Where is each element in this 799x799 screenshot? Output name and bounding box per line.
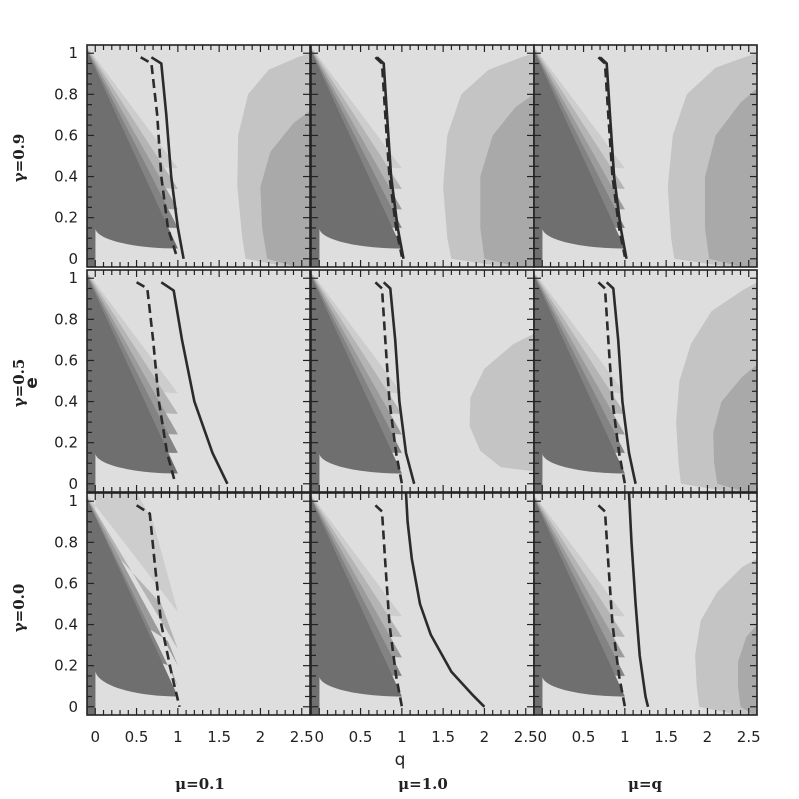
x-tick-label: 1.5 [431, 728, 455, 746]
x-tick-label: 1 [397, 728, 407, 746]
dashed-boundary-curve [140, 56, 178, 256]
y-tick-label: 0.8 [54, 310, 78, 328]
y-tick-label: 1 [68, 492, 78, 510]
contour-band-0 [311, 498, 402, 715]
x-tick-label: 1.5 [207, 728, 231, 746]
outer-core-region [480, 94, 534, 267]
solid-boundary-curve [376, 56, 405, 260]
y-tick-label: 0.4 [54, 168, 78, 186]
x-tick-label: 0 [90, 728, 100, 746]
panels-layer [86, 44, 758, 716]
panel-ticks [87, 493, 311, 715]
contour-band-4 [87, 493, 178, 715]
labels-layer: 00.20.40.60.8100.20.40.60.8100.20.40.60.… [54, 44, 761, 746]
col-label-1: μ=1.0 [398, 775, 448, 793]
y-tick-label: 0.4 [54, 616, 78, 634]
y-tick-label: 0 [68, 698, 78, 716]
x-tick-label: 1 [620, 728, 630, 746]
row-label-2: γ=0.0 [10, 584, 28, 633]
y-tick-label: 0.2 [54, 209, 78, 227]
dashed-boundary-curve [135, 504, 181, 708]
y-axis-title: e [22, 377, 42, 389]
outer-core-region [705, 88, 757, 267]
x-tick-label: 2 [703, 728, 713, 746]
outer-contour-region [469, 333, 534, 472]
dashed-boundary-curve [135, 281, 177, 485]
contour-band-0 [534, 275, 625, 492]
x-tick-label: 2.5 [737, 728, 761, 746]
y-tick-label: 0.6 [54, 351, 78, 369]
panel-ticks [311, 45, 535, 267]
contour-band-0 [311, 275, 402, 492]
outer-core-region [738, 624, 757, 715]
outer-core-region [260, 110, 310, 267]
panel-0-2 [534, 45, 757, 267]
col-label-2: μ=q [628, 775, 663, 793]
solid-boundary-curve [605, 281, 637, 485]
x-tick-label: 1 [173, 728, 183, 746]
y-tick-label: 0.6 [54, 574, 78, 592]
row-label-1: γ=0.5 [10, 359, 28, 408]
x-axis-title: q [395, 750, 406, 770]
y-tick-label: 1 [68, 44, 78, 62]
panel-2-2 [534, 493, 757, 715]
y-tick-label: 1 [68, 269, 78, 287]
x-tick-label: 0.5 [349, 728, 373, 746]
x-tick-label: 2.5 [514, 728, 538, 746]
panel-1-2 [534, 270, 757, 492]
y-tick-label: 0.2 [54, 657, 78, 675]
solid-boundary-curve [150, 56, 185, 260]
x-tick-label: 1.5 [654, 728, 678, 746]
panel-ticks [311, 270, 535, 492]
panel-0-1 [311, 45, 534, 267]
dashed-boundary-curve [597, 281, 627, 485]
solid-boundary-curve [599, 56, 628, 260]
x-tick-label: 2 [256, 728, 266, 746]
contour-band-0 [87, 498, 178, 715]
y-tick-label: 0.6 [54, 126, 78, 144]
panel-ticks [534, 270, 758, 492]
dashed-boundary-curve [374, 504, 404, 708]
x-tick-label: 2 [480, 728, 490, 746]
x-tick-label: 2.5 [290, 728, 314, 746]
y-tick-label: 0 [68, 475, 78, 493]
row-label-0: γ=0.9 [10, 134, 28, 183]
panel-ticks [311, 493, 535, 715]
x-tick-label: 0.5 [572, 728, 596, 746]
x-tick-label: 0 [314, 728, 324, 746]
x-tick-label: 0 [537, 728, 547, 746]
dashed-boundary-curve [597, 504, 627, 708]
x-tick-label: 0.5 [125, 728, 149, 746]
panel-1-1 [311, 270, 534, 492]
contour-band-0 [87, 275, 178, 492]
panel-2-1 [311, 493, 534, 715]
solid-boundary-curve [160, 281, 229, 485]
panel-ticks [87, 45, 311, 267]
y-tick-label: 0.8 [54, 85, 78, 103]
y-tick-label: 0 [68, 250, 78, 268]
contour-band-0 [534, 498, 625, 715]
panel-ticks [87, 270, 311, 492]
y-tick-label: 0.8 [54, 533, 78, 551]
panel-ticks [534, 45, 758, 267]
contour-band-0 [534, 50, 625, 267]
solid-boundary-curve [627, 493, 650, 708]
contour-band-0 [311, 50, 402, 267]
solid-boundary-curve [404, 493, 486, 708]
panel-0-0 [87, 45, 310, 267]
outer-core-region [713, 364, 757, 492]
col-label-0: μ=0.1 [175, 775, 225, 793]
panel-1-0 [87, 270, 310, 492]
panel-ticks [534, 493, 758, 715]
contour-band-0 [87, 50, 178, 267]
dashed-boundary-curve [374, 281, 404, 485]
panel-2-0 [87, 493, 310, 715]
y-tick-label: 0.2 [54, 434, 78, 452]
solid-boundary-curve [382, 281, 416, 485]
y-tick-label: 0.4 [54, 393, 78, 411]
